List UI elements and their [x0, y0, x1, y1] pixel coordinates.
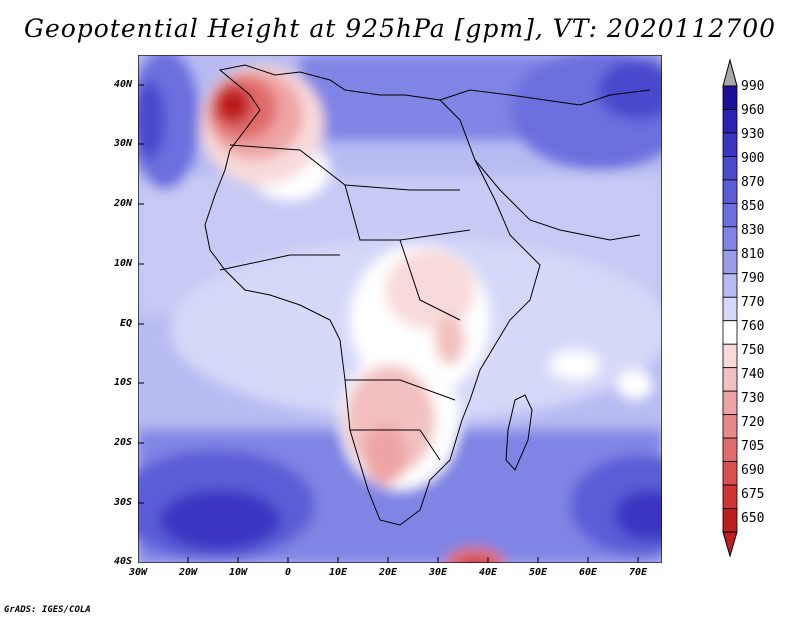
colorbar-label: 730 — [741, 391, 765, 406]
colorbar-label: 720 — [741, 415, 765, 430]
colorbar-label: 830 — [741, 223, 765, 238]
colorbar-swatch — [722, 508, 738, 533]
lon-label: 30W — [128, 567, 148, 578]
lon-label: 30E — [428, 567, 448, 578]
colorbar-swatch — [722, 390, 738, 416]
credit-text: GrADS: IGES/COLA — [4, 605, 91, 615]
colorbar-label: 760 — [741, 319, 765, 334]
lat-label: 40S — [113, 556, 132, 567]
colorbar-label: 900 — [741, 151, 765, 166]
colorbar-label: 960 — [741, 103, 765, 118]
colorbar-label: 705 — [741, 439, 765, 454]
colorbar-label: 675 — [741, 487, 765, 502]
colorbar-label: 850 — [741, 199, 765, 214]
colorbar-label: 790 — [741, 271, 765, 286]
map-title: Geopotential Height at 925hPa [gpm], VT:… — [23, 14, 777, 43]
lon-label: 70E — [628, 567, 648, 578]
colorbar-swatch — [722, 296, 738, 322]
lon-label: 20W — [178, 567, 198, 578]
colorbar-swatch — [722, 226, 738, 251]
lat-label: 10N — [113, 258, 132, 269]
colorbar-top-arrow — [722, 58, 738, 87]
coastline — [204, 64, 651, 526]
lon-label: 60E — [578, 567, 598, 578]
colorbar-swatch — [722, 461, 738, 486]
colorbar-swatch — [722, 343, 738, 369]
lat-label: 30N — [113, 138, 132, 149]
colorbar — [722, 58, 738, 558]
colorbar-swatch — [722, 85, 738, 110]
lat-label: 40N — [113, 79, 132, 90]
colorbar-label: 770 — [741, 295, 765, 310]
colorbar-swatch — [722, 484, 738, 509]
colorbar-label: 740 — [741, 367, 765, 382]
lon-label: 40E — [478, 567, 498, 578]
lon-label: 20E — [378, 567, 398, 578]
axis-ticks — [138, 84, 639, 563]
colorbar-label: 870 — [741, 175, 765, 190]
lon-label: 10W — [228, 567, 248, 578]
colorbar-label: 690 — [741, 463, 765, 478]
colorbar-swatch — [722, 367, 738, 392]
lat-label: 20S — [113, 437, 132, 448]
colorbar-swatch — [722, 156, 738, 181]
lat-label: 30S — [113, 497, 132, 508]
colorbar-swatch — [722, 202, 738, 228]
colorbar-bottom-arrow — [722, 531, 738, 558]
colorbar-swatch — [722, 320, 738, 345]
colorbar-swatch — [722, 414, 738, 439]
lat-label: 20N — [113, 198, 132, 209]
colorbar-swatch — [722, 273, 738, 298]
height-field — [138, 55, 662, 563]
lon-label: 0 — [284, 567, 292, 578]
colorbar-label: 810 — [741, 247, 765, 262]
colorbar-label: 930 — [741, 127, 765, 142]
colorbar-swatch — [722, 109, 738, 134]
colorbar-label: 990 — [741, 79, 765, 94]
colorbar-swatch — [722, 249, 738, 275]
colorbar-swatch — [722, 179, 738, 204]
lon-label: 10E — [328, 567, 348, 578]
lat-label: EQ — [119, 318, 132, 329]
lat-label: 10S — [113, 377, 132, 388]
colorbar-label: 750 — [741, 343, 765, 358]
colorbar-swatch — [722, 437, 738, 462]
colorbar-label: 650 — [741, 511, 765, 526]
lon-label: 50E — [528, 567, 548, 578]
colorbar-swatch — [722, 132, 738, 157]
